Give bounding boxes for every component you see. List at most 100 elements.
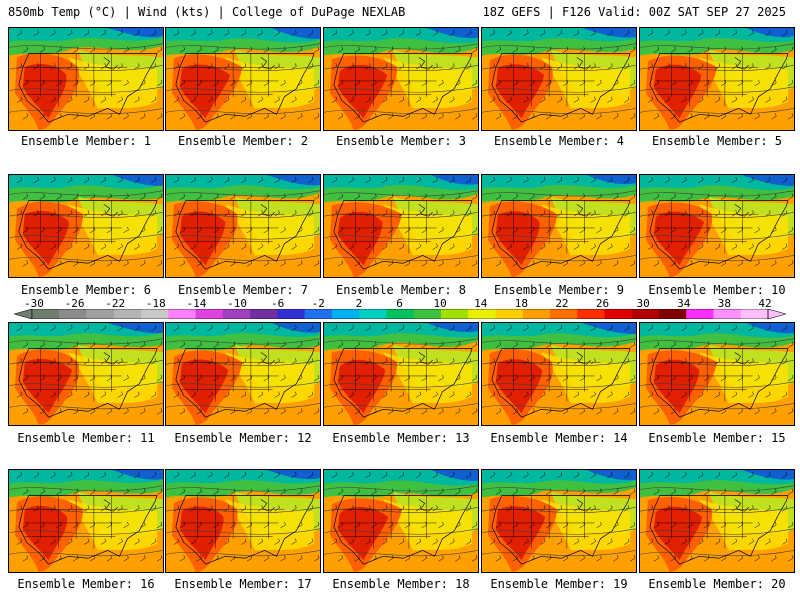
colorbar-tick-label: 18 [514,297,528,310]
ensemble-map-panel [481,322,637,426]
ensemble-map-panel [165,469,321,573]
colorbar-segment [413,309,442,319]
ensemble-map-panel [8,322,164,426]
ensemble-member-label: Ensemble Member: 12 [174,431,312,445]
colorbar-tick-label: 22 [555,297,569,310]
ensemble-map-panel [165,174,321,278]
temperature-wind-map [9,323,163,425]
colorbar-tick-label: 42 [758,297,772,310]
ensemble-member-label: Ensemble Member: 16 [17,577,155,591]
colorbar-tick-label: -26 [64,297,85,310]
temperature-wind-map [640,470,794,572]
ensemble-member-label: Ensemble Member: 15 [648,431,786,445]
temperature-wind-map [482,175,636,277]
colorbar-segment [59,309,88,319]
colorbar-tick-label: 38 [717,297,731,310]
colorbar-segment [522,309,551,319]
temperature-wind-map [482,28,636,130]
temperature-wind-map [9,175,163,277]
colorbar-segment [468,309,496,319]
colorbar-segment [250,309,278,319]
ensemble-map-panel [323,469,479,573]
colorbar-tick-label: 2 [355,297,363,310]
colorbar-tick-label: -14 [186,297,207,310]
ensemble-member-label: Ensemble Member: 3 [335,134,467,148]
ensemble-member-label: Ensemble Member: 2 [177,134,309,148]
ensemble-member-label: Ensemble Member: 20 [648,577,786,591]
colorbar-segment [86,309,115,319]
ensemble-map-panel [323,27,479,131]
ensemble-map-panel [481,469,637,573]
colorbar-tick-label: 30 [636,297,650,310]
temperature-wind-map [640,175,794,277]
colorbar-segment [440,309,469,319]
colorbar-segment [331,309,360,319]
temperature-colorbar [14,309,786,319]
temperature-wind-map [640,323,794,425]
colorbar-segment [304,309,333,319]
temperature-wind-map [324,175,478,277]
temperature-wind-map [166,28,320,130]
ensemble-map-panel [323,174,479,278]
temperature-wind-map [166,175,320,277]
ensemble-member-label: Ensemble Member: 9 [493,283,625,297]
ensemble-map-panel [639,322,795,426]
colorbar-tick-label: 10 [433,297,447,310]
colorbar-segment [277,309,306,319]
colorbar-tick-labels: -30 -26 -22 -18 -14 -10 -6 -2 2 6 10 14 18 22 26 30 34 38… [0,297,800,310]
ensemble-map-panel [639,27,795,131]
colorbar-tick-label: -18 [145,297,166,310]
colorbar-tick-label: 26 [595,297,610,310]
ensemble-member-label: Ensemble Member: 8 [335,283,467,297]
colorbar-high-arrow [767,309,786,319]
colorbar-segment [549,309,578,319]
colorbar-segment [222,309,251,319]
ensemble-member-label: Ensemble Member: 6 [20,283,152,297]
temperature-wind-map [640,28,794,130]
colorbar-segment [141,309,169,319]
temperature-wind-map [166,323,320,425]
colorbar-segment [359,309,387,319]
colorbar-segment [686,309,714,319]
ensemble-member-label: Ensemble Member: 17 [174,577,312,591]
temperature-wind-map [324,28,478,130]
colorbar-segment [386,309,415,319]
ensemble-map-panel [323,322,479,426]
temperature-wind-map [9,470,163,572]
model-run-info: 18Z GEFS | F126 Valid: 00Z SAT SEP 27 20… [482,5,786,19]
chart-title: 850mb Temp (°C) | Wind (kts) | College o… [8,5,406,19]
ensemble-member-label: Ensemble Member: 4 [493,134,625,148]
ensemble-member-label: Ensemble Member: 10 [648,283,786,297]
colorbar-tick-label: 6 [396,297,403,310]
temperature-wind-map [482,470,636,572]
ensemble-map-panel [639,174,795,278]
ensemble-map-panel [639,469,795,573]
colorbar-low-arrow [14,309,33,319]
colorbar-tick-label: 14 [474,297,488,310]
colorbar-tick-label: -10 [227,297,247,310]
colorbar-segment [32,309,60,319]
colorbar-tick-label: -30 [24,297,44,310]
ensemble-member-label: Ensemble Member: 13 [332,431,470,445]
ensemble-member-label: Ensemble Member: 19 [490,577,628,591]
colorbar-segment [604,309,633,319]
colorbar-tick-label: 34 [677,297,691,310]
ensemble-map-panel [481,27,637,131]
ensemble-member-label: Ensemble Member: 1 [20,134,152,148]
colorbar-segment [577,309,605,319]
ensemble-map-panel [165,27,321,131]
ensemble-member-label: Ensemble Member: 5 [651,134,783,148]
colorbar-tick-label: -6 [271,297,285,310]
ensemble-map-panel [481,174,637,278]
ensemble-map-panel [8,27,164,131]
ensemble-member-label: Ensemble Member: 18 [332,577,470,591]
temperature-wind-map [482,323,636,425]
temperature-wind-map [166,470,320,572]
colorbar-tick-label: -22 [105,297,126,310]
colorbar-segment [168,309,197,319]
colorbar-segment [195,309,224,319]
ensemble-map-panel [165,322,321,426]
ensemble-member-label: Ensemble Member: 11 [17,431,155,445]
ensemble-map-panel [8,174,164,278]
temperature-wind-map [9,28,163,130]
